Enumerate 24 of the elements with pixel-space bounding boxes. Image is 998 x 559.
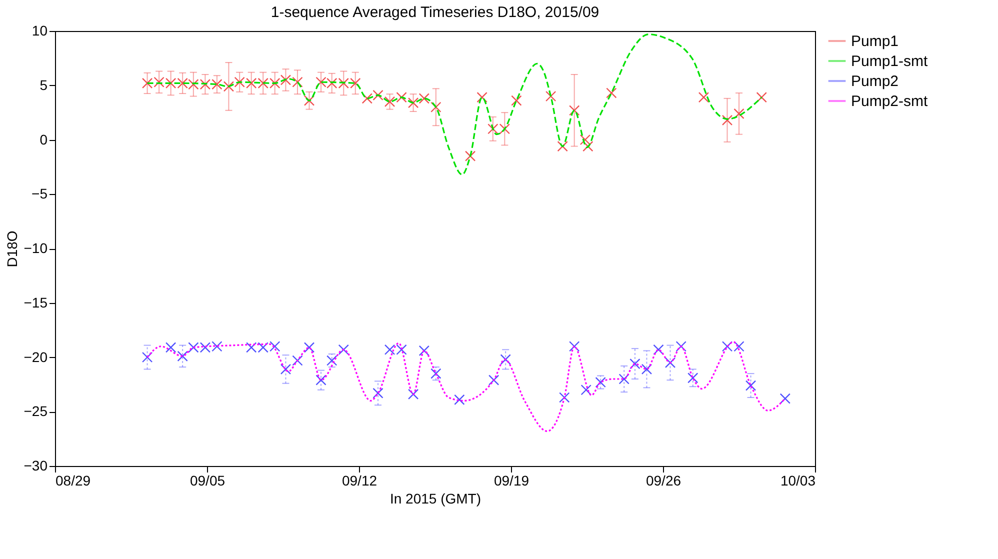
legend-label: Pump2-smt [851,93,929,110]
legend-label: Pump1 [851,33,899,50]
y-tick-label: −10 [24,240,48,256]
y-tick-label: −5 [32,186,48,202]
x-tick-label: 09/26 [646,472,682,488]
legend-label: Pump2 [851,73,899,90]
x-axis-title: In 2015 (GMT) [390,490,482,506]
y-tick-label: −15 [24,294,48,310]
line-series [146,33,762,176]
y-axis-title: D18O [4,230,20,268]
chart-title: 1-sequence Averaged Timeseries D18O, 2015/09 [270,4,600,21]
x-tick-label: 09/12 [342,472,378,488]
x-tick-label: 09/05 [190,472,226,488]
y-tick-label: −30 [24,458,48,474]
x-tick-label: 08/29 [56,472,91,488]
x-tick-label: 10/03 [780,472,816,488]
y-tick-label: 5 [40,76,48,93]
y-tick-label: 0 [40,131,48,148]
x-tick-label: 09/19 [494,472,530,488]
y-tick-label: 10 [32,22,48,38]
legend-label: Pump1-smt [851,53,929,70]
y-tick-label: −25 [24,403,48,420]
y-tick-label: −20 [24,348,48,365]
line-series [146,341,786,432]
